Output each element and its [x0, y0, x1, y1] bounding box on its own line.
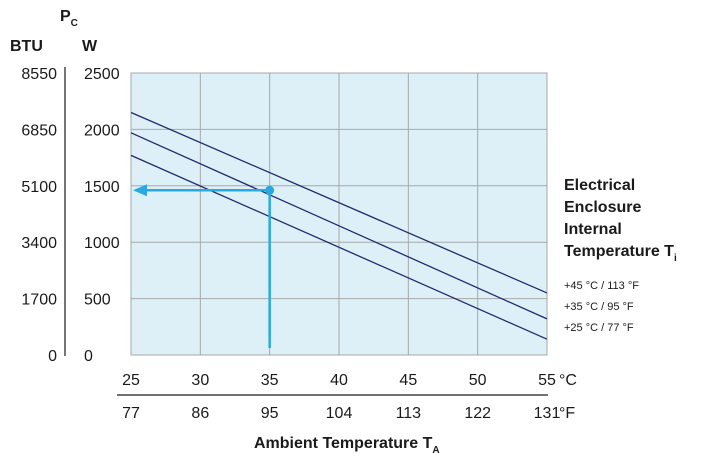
annotation-arrowhead	[133, 184, 147, 197]
series-line-3	[130, 154, 548, 340]
series-lines	[130, 111, 548, 340]
legend-item-45: +45 °C / 113 °F	[564, 280, 639, 292]
x-tick-f-77: 77	[122, 405, 140, 422]
x-tick-c-30: 30	[191, 372, 209, 389]
y-tick-w-1500: 1500	[84, 179, 120, 196]
y-tick-btu-500: 1700	[21, 292, 57, 309]
y-tick-btu-0: 0	[48, 348, 57, 365]
x-tick-f-122: 122	[464, 405, 491, 422]
side-title: Electrical Enclosure Internal Temperatur…	[564, 177, 677, 264]
y-tick-w-1000: 1000	[84, 235, 120, 252]
y-tick-w-2000: 2000	[84, 122, 120, 139]
x-tick-c-25: 25	[122, 372, 140, 389]
y-tick-w-500: 500	[84, 292, 111, 309]
x-tick-f-104: 104	[326, 405, 353, 422]
x-axis-unit-f: °F	[559, 405, 575, 422]
x-tick-c-55: 55	[538, 372, 556, 389]
y-axis-unit-w: W	[82, 38, 98, 55]
side-title-line-4: Temperature Ti	[564, 243, 677, 264]
y-axis-unit-btu: BTU	[10, 38, 43, 55]
y-ticks: 0 0 500 1700 1000 3400 1500 5100 2000 6850 2500 855…	[21, 66, 119, 365]
y-tick-btu-1000: 3400	[21, 235, 57, 252]
x-tick-f-95: 95	[261, 405, 279, 422]
y-tick-w-0: 0	[84, 348, 93, 365]
y-tick-btu-2500: 8550	[21, 66, 57, 83]
x-tick-c-40: 40	[330, 372, 348, 389]
legend-item-25: +25 °C / 77 °F	[564, 322, 634, 334]
y-tick-btu-2000: 6850	[21, 122, 57, 139]
x-axis-title: Ambient Temperature TA	[254, 435, 440, 456]
x-ticks: 25 77 30 86 35 95 40 104 45 113 50 122 55 131	[122, 372, 560, 422]
x-tick-c-50: 50	[469, 372, 487, 389]
x-tick-c-45: 45	[399, 372, 417, 389]
x-tick-c-35: 35	[261, 372, 279, 389]
x-axis-title-subscript: A	[432, 445, 439, 456]
series-line-1	[130, 111, 548, 294]
side-title-line-2: Enclosure	[564, 199, 641, 216]
legend: +45 °C / 113 °F +35 °C / 95 °F +25 °C / …	[564, 280, 639, 334]
x-tick-f-131: 131	[534, 405, 561, 422]
x-tick-f-113: 113	[396, 405, 422, 422]
y-tick-w-2500: 2500	[84, 66, 120, 83]
annotation	[133, 184, 275, 348]
x-tick-f-86: 86	[191, 405, 209, 422]
x-axis-unit-c: °C	[559, 372, 577, 389]
legend-item-35: +35 °C / 95 °F	[564, 301, 634, 313]
y-axis-title-subscript: C	[71, 18, 78, 29]
y-axis-title: PC	[60, 8, 78, 29]
side-title-line-3: Internal	[564, 221, 622, 238]
annotation-point	[265, 185, 275, 195]
series-line-2	[130, 132, 548, 320]
side-title-line-1: Electrical	[564, 177, 635, 194]
y-tick-btu-1500: 5100	[21, 179, 57, 196]
side-title-subscript: i	[674, 253, 677, 264]
